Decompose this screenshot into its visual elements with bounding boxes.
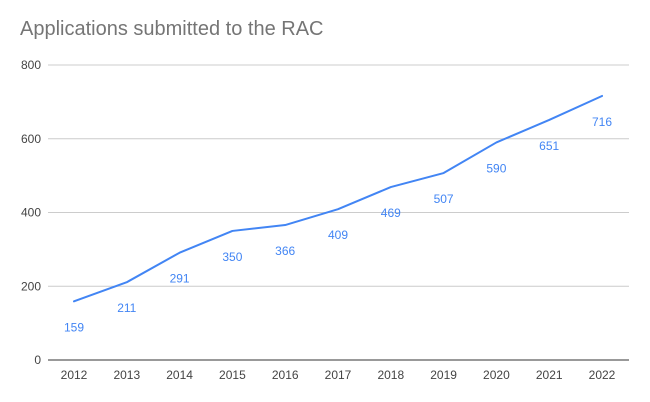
data-point [72, 299, 76, 303]
y-tick-label: 200 [21, 279, 41, 293]
data-point [547, 118, 551, 122]
data-point [178, 251, 182, 255]
data-point [442, 171, 446, 175]
gridlines [48, 64, 629, 287]
x-tick-label: 2019 [430, 368, 457, 382]
x-tick-label: 2014 [166, 368, 193, 382]
x-tick-label: 2020 [483, 368, 510, 382]
data-point [283, 223, 287, 227]
x-tick-label: 2015 [219, 368, 246, 382]
x-tick-label: 2017 [325, 368, 352, 382]
data-label: 159 [64, 320, 84, 334]
data-label: 409 [328, 228, 348, 242]
data-label: 366 [275, 244, 295, 258]
series-lines [72, 94, 604, 303]
data-label: 507 [434, 192, 454, 206]
series-line [73, 94, 603, 303]
data-label: 590 [486, 161, 506, 175]
data-point [389, 185, 393, 189]
axes: 0 200 400 600 800 2012 2013 2014 2015 2016 2017 201… [21, 58, 629, 382]
data-labels: 159 211 291 350 366 409 469 507 590 651 716 [64, 115, 612, 334]
data-label: 469 [381, 206, 401, 220]
y-tick-label: 0 [34, 353, 41, 367]
x-tick-label: 2021 [536, 368, 563, 382]
data-label: 211 [117, 301, 136, 315]
x-tick-label: 2016 [272, 368, 299, 382]
data-label: 716 [592, 115, 612, 129]
chart-title: Applications submitted to the RAC [20, 18, 324, 40]
data-point [230, 229, 234, 233]
x-tick-label: 2013 [113, 368, 140, 382]
x-tick-label: 2022 [589, 368, 616, 382]
data-point [125, 280, 129, 284]
data-point [600, 94, 604, 98]
data-point [494, 140, 498, 144]
y-tick-label: 800 [21, 58, 41, 72]
x-tick-label: 2018 [377, 368, 404, 382]
data-label: 350 [222, 250, 242, 264]
x-tick-label: 2012 [61, 368, 88, 382]
y-tick-label: 400 [21, 206, 41, 220]
data-point [336, 207, 340, 211]
y-tick-label: 600 [21, 132, 41, 146]
data-label: 291 [170, 272, 190, 286]
data-label: 651 [539, 139, 559, 153]
